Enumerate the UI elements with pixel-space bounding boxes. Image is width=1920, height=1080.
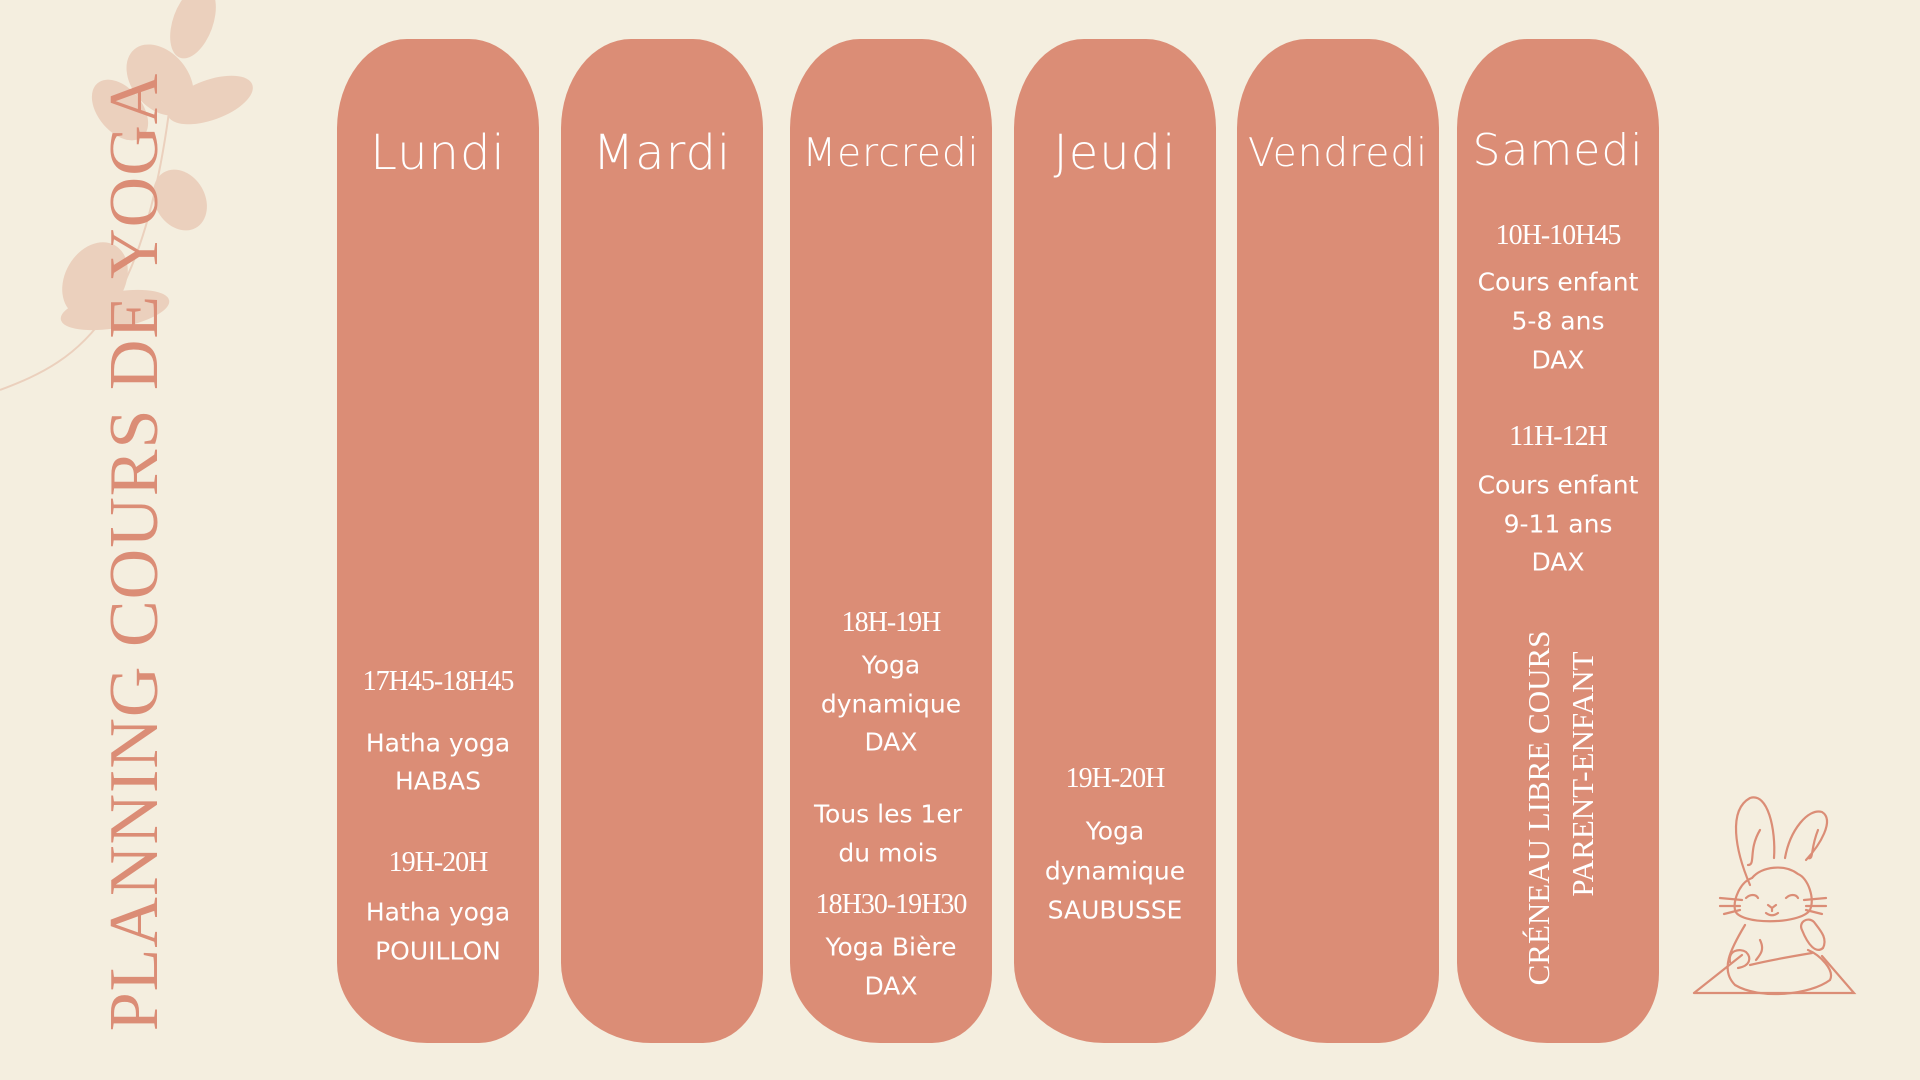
page-title: PLANNING COURS DE YOGA [96, 72, 173, 1032]
slot-text: HABAS [394, 766, 482, 796]
slot-text: Cours enfant [1477, 470, 1639, 500]
slot-time: 10H-10H45 [1495, 220, 1622, 251]
slot-time: 18H30-19H30 [815, 889, 968, 920]
vertical-note: PARENT-ENFANT [1565, 651, 1600, 897]
slot-text: SAUBUSSE [1047, 895, 1183, 925]
slot-text: Yoga [861, 650, 921, 680]
slot-note: du mois [838, 838, 938, 868]
slot-text: DAX [1531, 345, 1585, 375]
leaf-branch-icon [0, 0, 253, 391]
slot-time: 11H-12H [1509, 421, 1608, 452]
day-column-vendredi: Vendredi [1237, 39, 1439, 1043]
slot-text: DAX [864, 727, 918, 757]
day-column-mardi: Mardi [561, 39, 763, 1043]
day-column-lundi: Lundi 17H45-18H45 Hatha yoga HABAS 19H-2… [337, 39, 539, 1043]
slot-time: 17H45-18H45 [362, 666, 515, 697]
slot-text: dynamique [820, 689, 962, 719]
day-column-samedi: Samedi 10H-10H45 Cours enfant 5-8 ans DA… [1457, 39, 1659, 1043]
slot-time: 19H-20H [388, 847, 489, 878]
slot-time: 18H-19H [841, 607, 942, 638]
meditating-bunny-icon [1692, 796, 1857, 996]
slot-text: 5-8 ans [1511, 306, 1605, 336]
day-title: Vendredi [1248, 131, 1428, 176]
day-title: Jeudi [1053, 125, 1177, 181]
slot-text: 9-11 ans [1503, 509, 1613, 539]
slot-text: Hatha yoga [365, 728, 511, 758]
slot-text: Yoga Bière [825, 932, 957, 962]
slot-text: Hatha yoga [365, 897, 511, 927]
day-title: Samedi [1472, 125, 1644, 176]
slot-text: Yoga [1085, 816, 1145, 846]
vertical-note: CRÉNEAU LIBRE COURS [1521, 630, 1556, 986]
day-column-mercredi: Mercredi 18H-19H Yoga dynamique DAX Tous… [790, 39, 992, 1043]
slot-text: DAX [1531, 547, 1585, 577]
slot-text: dynamique [1044, 856, 1186, 886]
day-title: Lundi [370, 125, 506, 181]
day-title: Mardi [592, 125, 732, 181]
day-column-jeudi: Jeudi 19H-20H Yoga dynamique SAUBUSSE [1014, 39, 1216, 1043]
slot-text: POUILLON [375, 936, 501, 966]
day-title: Mercredi [802, 131, 980, 176]
slot-time: 19H-20H [1065, 763, 1166, 794]
slot-text: DAX [864, 971, 918, 1001]
slot-note: Tous les 1er [814, 799, 962, 829]
slot-text: Cours enfant [1477, 267, 1639, 297]
